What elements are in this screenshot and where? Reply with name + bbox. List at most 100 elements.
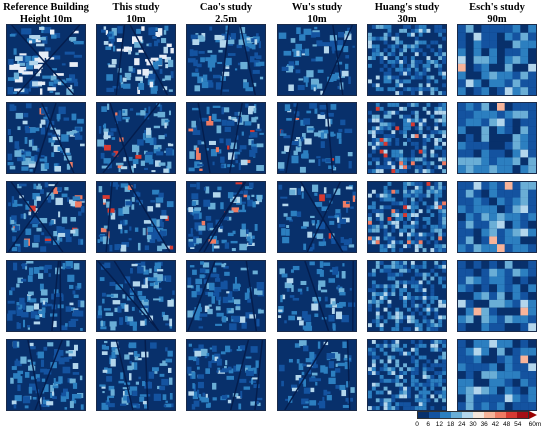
colorbar-tick-label: 42 [491, 421, 500, 428]
colorbar-tick-label: 48 [502, 421, 511, 428]
map-panel [186, 24, 266, 96]
map-panel [457, 339, 537, 411]
colorbar [417, 411, 529, 419]
building-height-map [187, 340, 265, 410]
building-height-map [458, 261, 536, 331]
column-header: Wu's study 10m [271, 2, 363, 26]
building-height-map [278, 182, 356, 252]
building-height-map [7, 25, 85, 95]
building-height-map [368, 340, 446, 410]
colorbar-segment [451, 412, 462, 418]
colorbar-segment [440, 412, 451, 418]
colorbar-tick-label: 12 [435, 421, 444, 428]
map-panel [96, 181, 176, 253]
colorbar-tick-label: 24 [458, 421, 466, 428]
colorbar-tick-label: 18 [446, 421, 455, 428]
map-panel [277, 260, 357, 332]
map-panel [457, 260, 537, 332]
map-panel [186, 181, 266, 253]
building-height-map [187, 261, 265, 331]
colorbar-segment [517, 412, 528, 418]
colorbar-segment [473, 412, 484, 418]
map-panel [457, 102, 537, 174]
colorbar-tick-label: 0 [415, 421, 419, 428]
column-header-resolution: 30m [397, 14, 417, 25]
map-panel [6, 102, 86, 174]
building-height-map [187, 25, 265, 95]
column-header: Esch's study 90m [451, 2, 543, 26]
map-panel [277, 339, 357, 411]
column-header-title: Cao's study [199, 2, 253, 13]
building-height-map [368, 182, 446, 252]
map-panel [96, 339, 176, 411]
column-header-resolution: 10m [126, 14, 146, 25]
map-panel [96, 260, 176, 332]
column-header-title: Esch's study [469, 2, 525, 13]
column-header-resolution: 10m [307, 14, 327, 25]
map-panel [6, 339, 86, 411]
colorbar-segment [462, 412, 473, 418]
building-height-map [458, 182, 536, 252]
map-panel [277, 24, 357, 96]
building-height-map [97, 103, 175, 173]
column-header-title: Wu's study [291, 2, 343, 13]
colorbar-tick-label: 6 [426, 421, 430, 428]
building-height-map [7, 103, 85, 173]
building-height-map [368, 261, 446, 331]
map-panel [277, 181, 357, 253]
building-height-map [368, 103, 446, 173]
building-height-map [458, 103, 536, 173]
column-header-title: Reference Building [3, 2, 89, 13]
building-height-map [7, 340, 85, 410]
map-panel [186, 339, 266, 411]
map-panel [367, 339, 447, 411]
column-header-resolution: 90m [487, 14, 507, 25]
column-header: Reference Building Height 10m [0, 2, 92, 26]
column-header-title: This study [112, 2, 160, 13]
map-panel [367, 181, 447, 253]
colorbar-segment [484, 412, 495, 418]
map-panel [367, 102, 447, 174]
building-height-map [187, 182, 265, 252]
column-header-resolution: 2.5m [215, 14, 237, 25]
column-header: Cao's study 2.5m [180, 2, 272, 26]
map-panel [96, 102, 176, 174]
map-panel [6, 260, 86, 332]
building-height-map [368, 25, 446, 95]
colorbar-tick-label: 30 [469, 421, 477, 428]
map-panel [277, 102, 357, 174]
building-height-map [97, 25, 175, 95]
building-height-map [278, 103, 356, 173]
building-height-map [458, 25, 536, 95]
colorbar-tick-label: 54 [514, 421, 522, 428]
map-panel [367, 24, 447, 96]
building-height-map [278, 261, 356, 331]
colorbar-arrow [529, 411, 537, 419]
building-height-map [97, 261, 175, 331]
colorbar-segment [495, 412, 506, 418]
column-header-resolution: Height 10m [19, 14, 73, 25]
building-height-map [458, 340, 536, 410]
building-height-map [97, 182, 175, 252]
colorbar-segment [429, 412, 440, 418]
map-panel [6, 181, 86, 253]
colorbar-tick-label: 60m [528, 421, 542, 428]
column-header: Huang's study 30m [361, 2, 453, 26]
building-height-map [7, 261, 85, 331]
map-panel [96, 24, 176, 96]
map-panel [457, 24, 537, 96]
building-height-map [187, 103, 265, 173]
building-height-map [97, 340, 175, 410]
column-header: This study 10m [90, 2, 182, 26]
building-height-map [278, 340, 356, 410]
colorbar-legend: 0 6 12 18 24 30 36 42 48 54 60m [415, 411, 545, 435]
colorbar-tick-label: 36 [480, 421, 488, 428]
map-panel [186, 260, 266, 332]
map-panel [186, 102, 266, 174]
building-height-map [278, 25, 356, 95]
map-panel [457, 181, 537, 253]
colorbar-segment [506, 412, 517, 418]
building-height-map [7, 182, 85, 252]
column-header-title: Huang's study [374, 2, 440, 13]
